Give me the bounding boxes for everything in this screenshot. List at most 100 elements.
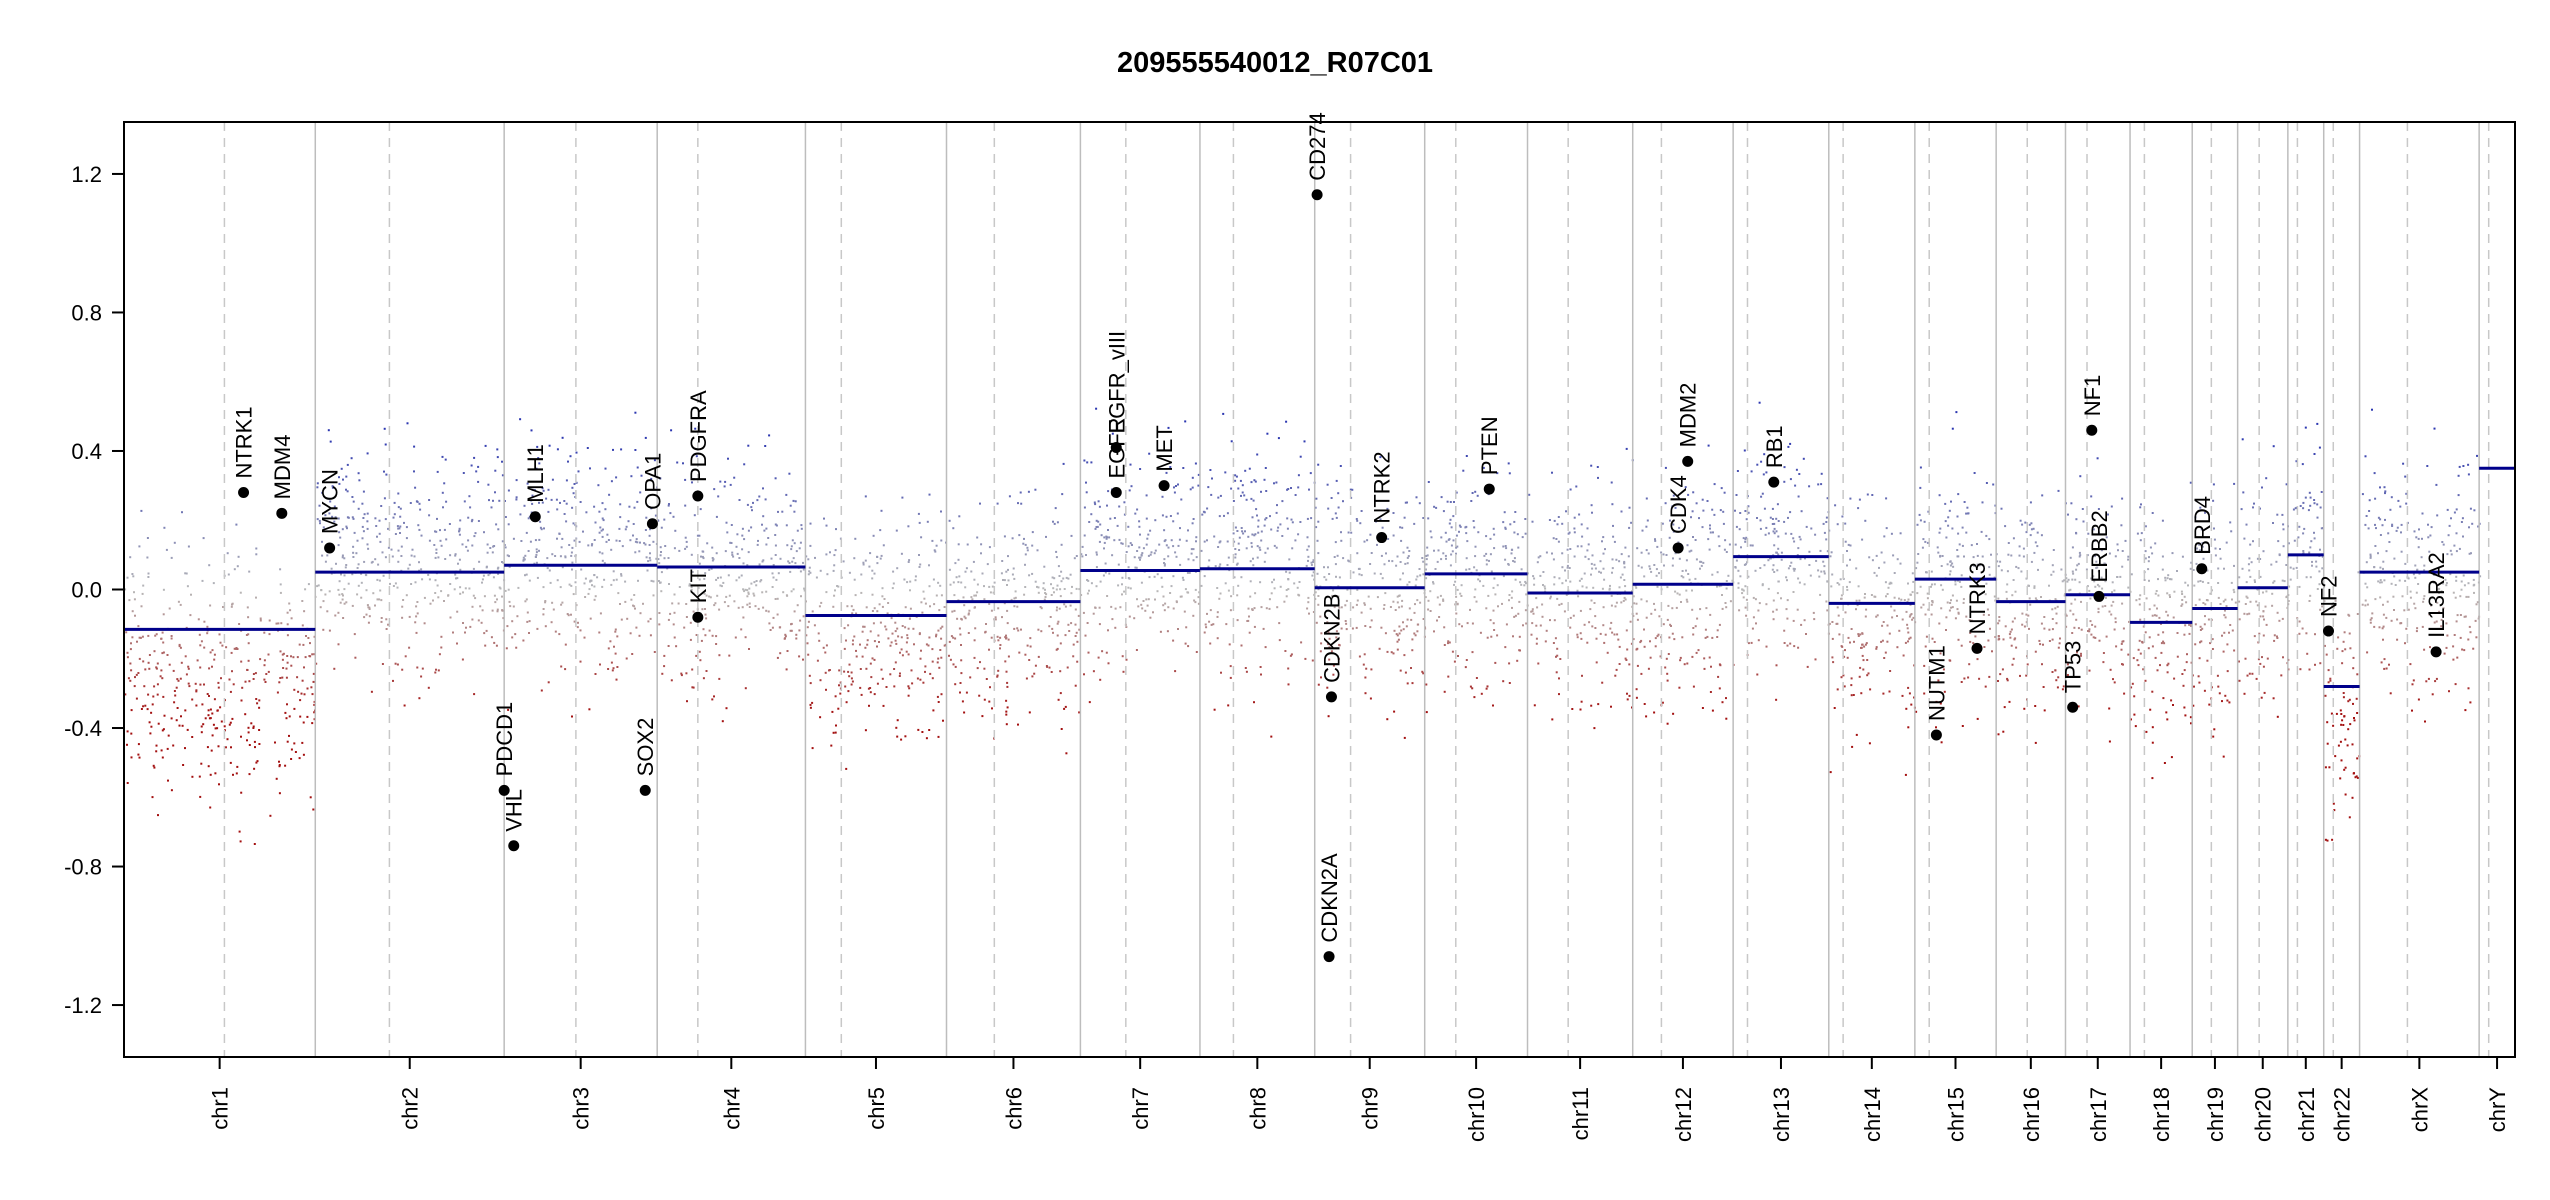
probe-point	[2448, 524, 2451, 527]
probe-point	[2343, 768, 2346, 771]
probe-point	[1075, 631, 1078, 634]
probe-point	[1351, 488, 1354, 491]
probe-point	[2315, 560, 2318, 563]
probe-point	[1761, 584, 1764, 587]
probe-point	[322, 600, 325, 603]
probe-point	[156, 693, 159, 696]
probe-point	[335, 562, 337, 565]
probe-point	[2131, 682, 2134, 685]
probe-point	[238, 623, 241, 625]
probe-point	[612, 570, 615, 573]
probe-point	[351, 573, 354, 576]
probe-point	[569, 455, 572, 458]
probe-point	[1516, 533, 1519, 536]
probe-point	[1565, 593, 1568, 596]
probe-point	[396, 663, 399, 666]
probe-point	[142, 705, 145, 708]
probe-point	[1216, 637, 1219, 640]
probe-point	[715, 635, 718, 638]
probe-point	[1860, 692, 1863, 695]
probe-point	[1169, 515, 1172, 517]
probe-point	[1082, 611, 1085, 614]
probe-point	[1273, 544, 1276, 547]
probe-point	[2160, 642, 2163, 645]
chart-title: 209555540012_R07C01	[1117, 47, 1433, 79]
probe-point	[1203, 511, 1206, 514]
probe-point	[2116, 576, 2119, 578]
probe-point	[1064, 634, 1067, 637]
probe-point	[420, 534, 423, 537]
probe-point	[670, 679, 673, 682]
probe-point	[1490, 570, 1493, 573]
probe-point	[864, 559, 867, 562]
probe-point	[475, 470, 478, 473]
probe-point	[854, 537, 857, 540]
probe-point	[147, 572, 150, 575]
probe-point	[1095, 566, 1098, 569]
probe-point	[1208, 559, 1211, 562]
probe-point	[2139, 594, 2142, 597]
probe-point	[346, 463, 349, 466]
probe-point	[170, 635, 173, 637]
probe-point	[157, 722, 160, 725]
probe-point	[2000, 507, 2003, 510]
probe-point	[2333, 809, 2336, 812]
probe-point	[963, 604, 966, 607]
probe-point	[2042, 643, 2044, 646]
probe-point	[2465, 595, 2468, 598]
probe-point	[472, 567, 475, 570]
probe-point	[1306, 548, 1309, 551]
probe-point	[2467, 638, 2470, 641]
probe-point	[939, 627, 942, 630]
probe-point	[1179, 527, 1181, 530]
probe-point	[1744, 606, 1747, 609]
probe-point	[477, 480, 480, 483]
probe-point	[1014, 590, 1017, 593]
probe-point	[153, 650, 156, 653]
probe-point	[278, 764, 281, 766]
probe-point	[136, 640, 138, 643]
probe-point	[1965, 512, 1968, 515]
probe-point	[555, 498, 558, 501]
probe-point	[1760, 495, 1763, 498]
probe-point	[1085, 491, 1088, 494]
probe-point	[1844, 540, 1847, 543]
probe-point	[1210, 623, 1213, 626]
probe-point	[1044, 592, 1047, 594]
probe-point	[1794, 484, 1797, 487]
probe-point	[2161, 555, 2164, 558]
probe-point	[548, 569, 551, 572]
probe-point	[738, 576, 741, 579]
probe-point	[1988, 675, 1991, 678]
probe-point	[952, 527, 955, 530]
probe-point	[259, 619, 262, 622]
probe-point	[744, 588, 747, 591]
probe-point	[137, 753, 140, 756]
probe-point	[434, 592, 437, 594]
probe-point	[564, 668, 567, 671]
probe-point	[960, 617, 963, 620]
probe-point	[1610, 604, 1613, 607]
probe-point	[904, 735, 907, 738]
probe-point	[222, 606, 224, 608]
probe-point	[1717, 535, 1720, 538]
probe-point	[501, 595, 503, 598]
probe-point	[1492, 622, 1495, 625]
probe-point	[636, 541, 639, 544]
probe-point	[2123, 692, 2126, 695]
probe-point	[1763, 453, 1766, 456]
probe-point	[585, 511, 588, 514]
probe-point	[264, 681, 267, 683]
probe-point	[1908, 615, 1911, 618]
probe-point	[279, 591, 282, 594]
probe-point	[1981, 555, 1984, 558]
probe-point	[2369, 621, 2372, 624]
probe-point	[254, 746, 256, 749]
probe-point	[2353, 719, 2356, 722]
probe-point	[861, 655, 864, 658]
probe-point	[1645, 616, 1648, 619]
probe-point	[1767, 587, 1770, 590]
probe-point	[1504, 558, 1507, 561]
probe-point	[684, 504, 687, 507]
probe-point	[612, 579, 615, 582]
